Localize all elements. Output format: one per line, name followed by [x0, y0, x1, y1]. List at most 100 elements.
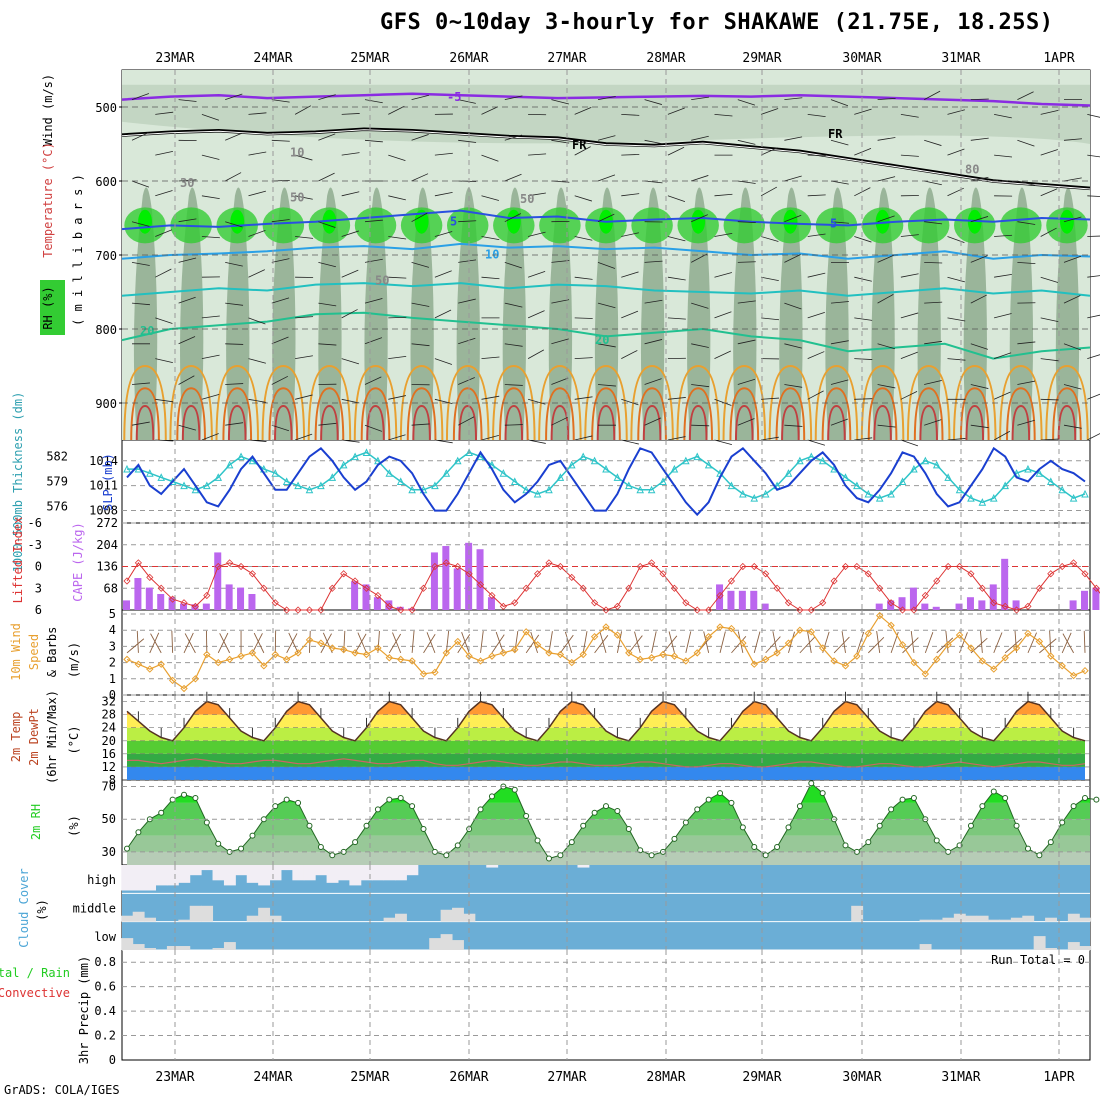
wind-barb — [691, 424, 710, 427]
wind-barb — [248, 229, 266, 237]
wind-tick-label: 2 — [109, 656, 116, 670]
date-label-bottom: 26MAR — [449, 1070, 488, 1085]
wind-barb-10m — [599, 631, 607, 654]
wind-barb — [551, 99, 569, 105]
rh2m-point — [192, 794, 199, 801]
cape-bar — [248, 594, 256, 610]
wind-speed-point — [191, 675, 200, 683]
temp-tick-label: 16 — [102, 747, 116, 761]
wind-barb — [388, 276, 407, 279]
wind-barb — [248, 358, 266, 364]
wind-barb — [807, 311, 825, 319]
wind-barb — [364, 424, 383, 432]
wind-barb — [155, 150, 173, 156]
wind-barb — [388, 105, 405, 115]
temp-contour-warm — [775, 387, 806, 441]
label-rh50c: 50 — [375, 274, 389, 288]
wind-speed-point — [214, 658, 222, 667]
wind-barb — [597, 343, 616, 348]
temp-contour-warm — [492, 364, 536, 441]
thickness-point — [579, 452, 587, 461]
rh-high-band — [446, 207, 489, 244]
rh-high-band — [723, 207, 766, 244]
cloud-cell — [988, 919, 1000, 922]
rh2m-point — [796, 803, 803, 810]
wind-barb — [155, 111, 174, 115]
wind-barb — [1087, 314, 1100, 319]
wind-barb — [295, 316, 314, 319]
cape-tick-label: 272 — [96, 516, 118, 530]
thickness-point — [1024, 464, 1032, 473]
wind-tick-label: 3 — [109, 639, 116, 653]
lifted-index-point — [1058, 562, 1066, 571]
temp-contour-minus5 — [121, 92, 1091, 107]
wind-barb — [458, 416, 475, 426]
wind-barb-10m — [320, 633, 332, 654]
temp-axis-label: 2m Temp — [9, 712, 23, 763]
label-20b: 20 — [595, 333, 609, 347]
lifted-index-point — [1070, 559, 1078, 567]
wind-barb — [714, 439, 732, 446]
temp-unit-label: (°C) — [67, 726, 81, 755]
cloud-unit-label: (%) — [35, 899, 49, 921]
wind-barb — [1040, 276, 1059, 283]
wind-unit-label: (m/s) — [67, 642, 81, 678]
lifted-index-point — [362, 584, 371, 592]
temp-contour-warm — [135, 404, 155, 441]
wind-barb — [411, 262, 430, 268]
rh2m-point — [751, 844, 758, 851]
rh2m-point — [534, 837, 541, 844]
lifted-index-point — [1081, 570, 1089, 578]
cloud-cell-high — [577, 865, 590, 868]
wind-barb — [924, 139, 942, 146]
wind-barb — [993, 352, 1012, 359]
wind-barb — [481, 276, 500, 280]
wind-tick-label: 1 — [109, 672, 116, 686]
temp-contour-15 — [121, 282, 1091, 297]
lifted-index-point — [670, 584, 678, 592]
wind-barb — [388, 434, 406, 441]
wind-barb — [411, 212, 428, 223]
wind-barb — [621, 114, 640, 116]
wind-barb — [924, 419, 942, 426]
wind-barb-10m — [772, 631, 778, 653]
pressure-tick-label: 700 — [95, 249, 117, 263]
cloud-cell-high — [326, 865, 339, 883]
temp-contour-warm — [781, 404, 800, 441]
thickness-point — [180, 481, 188, 490]
wind-barb — [504, 213, 522, 223]
wind-speed-point — [362, 650, 371, 659]
wind-barb — [900, 234, 919, 237]
wind-barb-10m — [651, 631, 657, 653]
rh2m-point — [808, 780, 815, 787]
wind-barb — [574, 106, 592, 115]
label-freezing-1: FR — [572, 138, 587, 152]
wind-barb-10m — [171, 630, 174, 653]
wind-barb — [388, 154, 406, 162]
lifted-index-point — [1013, 606, 1021, 614]
temp-contour-20 — [121, 311, 1091, 360]
precip-tick-label: 0.6 — [94, 980, 116, 994]
wind-barb — [131, 421, 150, 426]
lifted-index-line — [126, 562, 1100, 611]
temp-contour-warm — [913, 387, 944, 441]
wind-barb — [924, 262, 943, 264]
wind-barb — [1087, 195, 1100, 197]
thickness-point — [567, 460, 576, 469]
cape-bar — [487, 597, 495, 610]
thickness-point — [784, 469, 793, 477]
cloud-cell-high — [337, 865, 350, 881]
cloud-cell — [1079, 917, 1092, 922]
wind-barb — [527, 270, 546, 278]
rh-column-shading — [963, 187, 987, 440]
precip-legend-total: Total / Rain — [0, 966, 70, 980]
wind-barb — [388, 316, 407, 319]
temp-contour-warm — [545, 387, 575, 441]
cloud-layer-label: low — [94, 930, 116, 944]
thickness-axis-label: 1000-500mb Thickness (dm) — [11, 392, 25, 573]
wind-barb — [341, 398, 360, 404]
wind-barb — [178, 296, 196, 304]
wind-barb-10m — [634, 631, 641, 653]
temp-contour-warm — [999, 364, 1043, 441]
thickness-point — [944, 473, 952, 481]
